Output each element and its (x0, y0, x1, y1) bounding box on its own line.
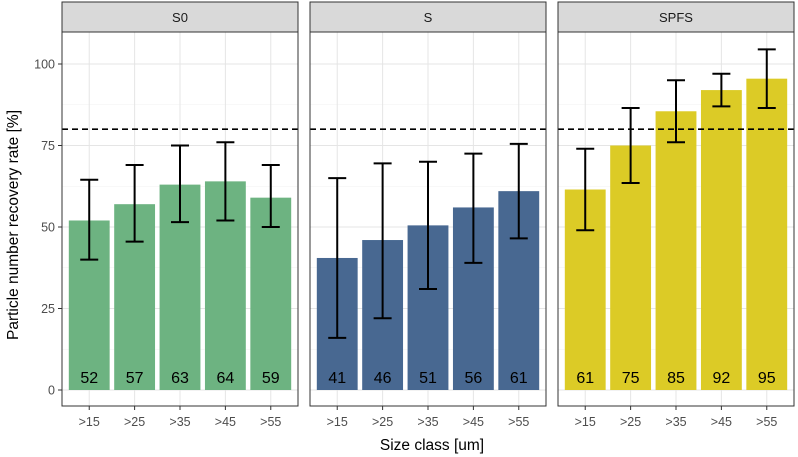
error-bar (328, 177, 347, 339)
error-bar (419, 160, 437, 290)
x-tick-label: >15 (327, 415, 348, 429)
error-bar (171, 144, 189, 224)
y-tick-label: 50 (41, 221, 55, 235)
x-tick-label: >35 (665, 415, 686, 429)
bar-value-label: 41 (328, 370, 346, 387)
facet-panel-s0: S0 52 >15 57 >25 63 >35 64 >45 59 >55 (61, 1, 299, 429)
x-tick-label: >35 (417, 415, 438, 429)
y-tick-label: 0 (48, 384, 55, 398)
bar-value-label: 85 (667, 370, 685, 387)
x-tick-label: >45 (215, 415, 236, 429)
error-bar (125, 164, 144, 243)
facet-panel-s: S 41 >15 46 >25 51 >35 56 >45 61 >55 (309, 1, 547, 429)
error-bar (373, 162, 392, 320)
bar-value-label: 63 (171, 370, 189, 387)
error-bar (621, 107, 640, 184)
x-tick-label: >45 (711, 415, 732, 429)
x-tick-label: >15 (79, 415, 100, 429)
error-bar (712, 72, 731, 108)
y-tick-label: 25 (41, 302, 55, 316)
x-tick-label: >15 (575, 415, 596, 429)
panel-border (557, 31, 795, 407)
bar (610, 145, 652, 390)
bar-value-label: 92 (712, 370, 730, 387)
bar-value-label: 95 (758, 370, 776, 387)
error-bar (576, 147, 595, 232)
bar (250, 197, 292, 390)
bar-value-label: 75 (622, 370, 640, 387)
facet-strip-label: SPFS (659, 10, 693, 25)
error-bar (261, 164, 280, 228)
bar-value-label: 52 (80, 370, 98, 387)
facet-strip (61, 1, 299, 33)
y-tick-label: 75 (41, 139, 55, 153)
facet-strip-label: S (424, 10, 433, 25)
bar-value-label: 61 (510, 370, 528, 387)
error-bar (509, 142, 528, 240)
x-tick-label: >25 (124, 415, 145, 429)
x-tick-label: >55 (756, 415, 777, 429)
bar-value-label: 59 (262, 370, 280, 387)
bar-value-label: 64 (216, 370, 234, 387)
facet-strip (309, 1, 547, 33)
y-axis: 0 25 50 75 100 (34, 58, 62, 398)
y-axis-title: Particle number recovery rate [%] (5, 110, 22, 340)
bar-value-label: 51 (419, 370, 437, 387)
bar (700, 90, 742, 390)
x-axis-title: Size class [um] (380, 437, 484, 454)
bar (746, 78, 788, 391)
error-bar (464, 152, 483, 264)
x-tick-label: >25 (372, 415, 393, 429)
bar-value-label: 56 (464, 370, 482, 387)
bar (655, 111, 697, 391)
panel-border (61, 31, 299, 407)
x-tick-label: >35 (169, 415, 190, 429)
x-tick-label: >25 (620, 415, 641, 429)
facet-strip-label: S0 (172, 10, 188, 25)
x-tick-label: >55 (260, 415, 281, 429)
panel-border (309, 31, 547, 407)
facet-panel-spfs: SPFS 61 >15 75 >25 85 >35 92 >45 95 >55 (557, 1, 795, 429)
bar-value-label: 57 (126, 370, 144, 387)
error-bar (757, 48, 776, 110)
error-bar (80, 178, 99, 261)
error-bar (667, 79, 685, 144)
facet-panels: S0 52 >15 57 >25 63 >35 64 >45 59 >55 S 41 >15 46 >25 51… (61, 1, 795, 429)
x-tick-label: >55 (508, 415, 529, 429)
bar-value-label: 61 (576, 370, 594, 387)
error-bar (216, 141, 235, 222)
x-tick-label: >45 (463, 415, 484, 429)
bar-value-label: 46 (374, 370, 392, 387)
y-tick-label: 100 (34, 58, 55, 72)
